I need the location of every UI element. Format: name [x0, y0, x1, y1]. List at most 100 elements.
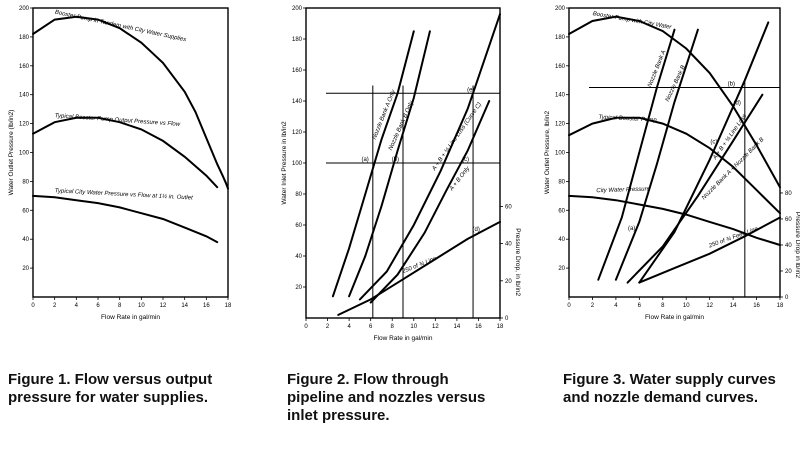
y2-tick-label: 0: [785, 295, 789, 301]
x-tick-label: 14: [181, 303, 188, 309]
chart-2: 0 2 4 6 8 10 12 14 16 18 20 40 60 80 100 120 140 160 180 20…: [281, 6, 521, 342]
y2-tick-label: 0: [505, 316, 509, 322]
y-tick-label: 120: [292, 130, 303, 136]
x-tick-label: 16: [203, 303, 210, 309]
caption-line: and nozzle demand curves.: [563, 389, 759, 406]
plot-frame: [32, 7, 229, 298]
series-line: [32, 194, 219, 244]
series-line: [626, 93, 764, 284]
series-label: Booster Pump in Tandem with City Water S…: [54, 10, 186, 44]
x-tick-label: 6: [638, 303, 642, 309]
y-tick-label: 80: [22, 179, 29, 185]
y2-axis-label: Pressure Drop, in lb/in2: [514, 228, 521, 296]
y2-tick-label: 60: [505, 204, 512, 210]
y2-tick-label: 40: [505, 242, 512, 248]
series-line: [568, 116, 781, 215]
y-tick-label: 120: [19, 122, 30, 128]
series-line: [597, 28, 676, 281]
y-tick-label: 20: [295, 285, 302, 291]
x-tick-label: 16: [475, 324, 482, 330]
x-tick-label: 4: [347, 324, 351, 330]
x-tick-label: 4: [614, 303, 618, 309]
x-tick-label: 18: [497, 324, 504, 330]
y-tick-label: 100: [19, 151, 30, 157]
y-tick-label: 60: [22, 208, 29, 214]
caption-line: inlet pressure.: [287, 407, 390, 424]
y-tick-label: 200: [19, 6, 30, 12]
x-tick-label: 18: [225, 303, 232, 309]
x-tick-label: 2: [53, 303, 57, 309]
y-tick-label: 100: [292, 161, 303, 167]
x-axis-label: Flow Rate in gal/min: [645, 314, 704, 321]
y-tick-label: 180: [19, 35, 30, 41]
y2-tick-label: 20: [505, 279, 512, 285]
series-label: City Water Pressure: [596, 186, 650, 194]
series-label: Typical Booster Pump: [598, 115, 657, 124]
x-axis-label: Flow Rate in gal/min: [101, 314, 160, 321]
marker-label: (a): [361, 157, 368, 163]
x-tick-label: 12: [160, 303, 167, 309]
caption-line: Figure 1. Flow versus output: [8, 371, 213, 388]
y-tick-label: 20: [558, 266, 565, 272]
caption-line: pipeline and nozzles versus: [287, 389, 486, 406]
series-line: [369, 100, 491, 304]
y-tick-label: 80: [295, 192, 302, 198]
x-tick-label: 16: [753, 303, 760, 309]
x-tick-label: 14: [454, 324, 461, 330]
series-line: [638, 216, 781, 284]
y-axis-label: Water Outlet Pressure (lb/in2): [8, 110, 15, 196]
marker-label: (d): [472, 227, 479, 233]
series-label: Nozzle Bank A: [647, 50, 667, 89]
marker-label: (b): [728, 81, 735, 87]
marker-label: (e): [467, 87, 474, 93]
y-tick-label: 60: [558, 208, 565, 214]
y-tick-label: 60: [295, 223, 302, 229]
caption-line: Figure 2. Flow through: [287, 371, 449, 388]
y-tick-label: 160: [19, 64, 30, 70]
chart-1: 0 2 4 6 8 10 12 14 16 18 20 40 60 80 100 120 140 160 180 20…: [8, 6, 232, 321]
y-tick-label: 20: [22, 266, 29, 272]
chart-3: 0 2 4 6 8 10 12 14 16 18 20 40 60 80 100 120 140 160 180 20…: [544, 6, 800, 321]
y-tick-label: 180: [292, 37, 303, 43]
x-tick-label: 4: [75, 303, 79, 309]
y-tick-label: 40: [295, 254, 302, 260]
x-tick-label: 8: [391, 324, 395, 330]
x-tick-label: 6: [96, 303, 100, 309]
x-tick-label: 10: [683, 303, 690, 309]
y-tick-label: 100: [555, 151, 566, 157]
x-tick-label: 0: [567, 303, 571, 309]
series-line: [568, 194, 781, 246]
x-tick-label: 10: [138, 303, 145, 309]
x-tick-label: 18: [777, 303, 784, 309]
series-line: [568, 15, 781, 189]
y2-tick-label: 60: [785, 217, 792, 223]
series-line: [638, 21, 770, 284]
x-tick-label: 2: [326, 324, 330, 330]
x-tick-label: 10: [410, 324, 417, 330]
caption-line: pressure for water supplies.: [8, 389, 209, 406]
series-label: Booster Pump with City Water: [592, 11, 673, 31]
caption-figure-1: Figure 1. Flow versus output pressure fo…: [8, 371, 212, 407]
series-line: [32, 15, 229, 190]
series-label: 250 of ¾ Line: [401, 256, 439, 276]
marker-label: (c): [710, 139, 717, 145]
x-tick-label: 14: [730, 303, 737, 309]
y2-axis-label: Pressure Drop in lb/in2: [794, 212, 800, 278]
x-tick-label: 0: [304, 324, 308, 330]
y-tick-label: 160: [555, 64, 566, 70]
y-tick-label: 80: [558, 179, 565, 185]
x-tick-label: 8: [661, 303, 665, 309]
series-line: [614, 28, 699, 281]
y-tick-label: 140: [292, 99, 303, 105]
caption-figure-2: Figure 2. Flow through pipeline and nozz…: [287, 371, 485, 425]
y-tick-label: 140: [19, 93, 30, 99]
marker-label: (c): [462, 157, 469, 163]
y-tick-label: 120: [555, 122, 566, 128]
series-label: Typical Booster Pump Output Pressure vs …: [55, 113, 181, 128]
x-tick-label: 6: [369, 324, 373, 330]
caption-figure-3: Figure 3. Water supply curves and nozzle…: [563, 371, 776, 407]
x-tick-label: 12: [706, 303, 713, 309]
y-tick-label: 40: [558, 237, 565, 243]
y-tick-label: 200: [292, 6, 303, 12]
